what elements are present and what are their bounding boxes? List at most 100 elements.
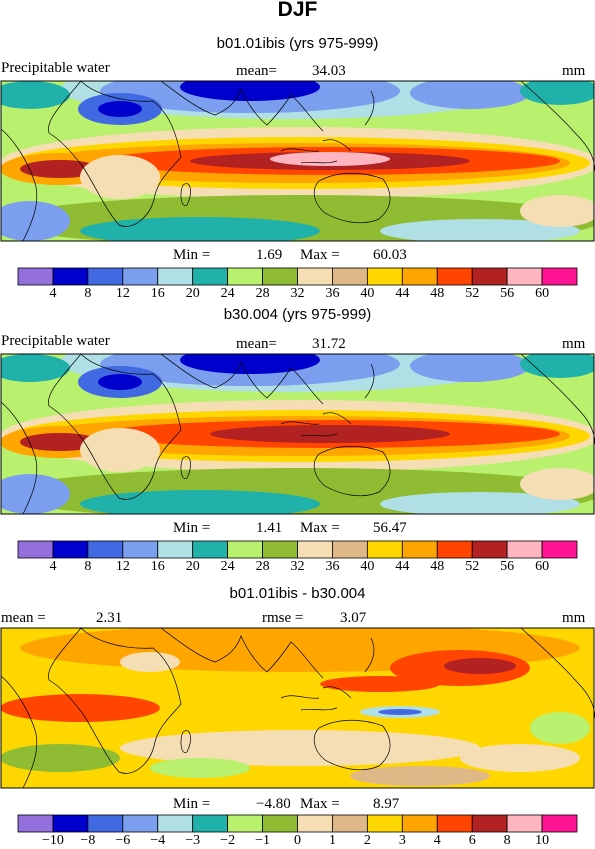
colorbar-bin	[471, 814, 508, 833]
colorbar-bin	[541, 814, 578, 833]
colorbar-bin	[17, 267, 54, 286]
panel1-mean-label: mean=	[236, 63, 277, 79]
colorbar-bin	[192, 814, 229, 833]
colorbar-bin	[332, 540, 368, 559]
panel1-min-value: 1.69	[256, 247, 283, 263]
colorbar-tick-label: 56	[500, 559, 515, 574]
colorbar-tick-label: 44	[395, 286, 410, 301]
contour-region	[20, 433, 100, 451]
panel2-min-label: Min =	[173, 520, 211, 536]
contour-region	[120, 730, 480, 766]
contour-region	[180, 81, 320, 101]
panel1-units: mm	[562, 63, 586, 79]
colorbar-tick-label: −10	[41, 833, 64, 848]
colorbar-bin	[52, 814, 89, 833]
panel2-colorbar	[17, 540, 578, 559]
colorbar-bin	[297, 267, 333, 286]
colorbar-tick-label: 52	[465, 559, 480, 574]
contour-region	[1, 354, 70, 382]
colorbar-tick-label: 3	[398, 833, 406, 848]
contour-region	[270, 152, 390, 166]
colorbar-bin	[227, 540, 263, 559]
colorbar-tick-label: 44	[395, 559, 410, 574]
contour-region	[1, 474, 70, 514]
colorbar-bin	[436, 540, 473, 559]
colorbar-tick-label: 12	[115, 559, 130, 574]
colorbar-tick-label: 16	[150, 286, 165, 301]
colorbar-tick-label: 32	[290, 559, 305, 574]
colorbar-bin	[157, 267, 194, 286]
colorbar-bin	[262, 267, 298, 286]
colorbar-bin	[436, 267, 473, 286]
colorbar-tick-label: 1	[328, 833, 336, 848]
panel3-frame	[0, 627, 595, 789]
colorbar-tick-label: −4	[150, 833, 166, 848]
colorbar-tick-label: 2	[363, 833, 371, 848]
colorbar-tick-label: 10	[535, 833, 550, 848]
colorbar-tick-label: 24	[220, 559, 235, 574]
contour-region	[180, 354, 320, 374]
colorbar-bin	[506, 814, 543, 833]
colorbar-tick-label: 8	[84, 559, 92, 574]
panel1-max-label: Max =	[300, 247, 340, 263]
colorbar-bin	[262, 540, 298, 559]
colorbar-tick-label: 40	[360, 286, 375, 301]
panel2-units: mm	[562, 336, 586, 352]
panel1-title: b01.01ibis (yrs 975-999)	[216, 35, 379, 52]
contour-region	[80, 428, 160, 472]
panel2-mean-label: mean=	[236, 336, 277, 352]
figure-title: DJF	[277, 0, 318, 21]
colorbar-bin	[541, 540, 578, 559]
panel2-map	[1, 354, 594, 514]
colorbar-bin	[401, 267, 438, 286]
colorbar-bin	[297, 540, 333, 559]
contour-region	[1, 81, 70, 109]
contour-region	[80, 217, 320, 241]
colorbar-tick-label: −3	[185, 833, 201, 848]
panel3-title: b01.01ibis - b30.004	[229, 585, 366, 602]
contour-region	[444, 658, 516, 674]
colorbar-bin	[471, 540, 508, 559]
panel3-rmse-label: rmse =	[262, 610, 304, 626]
contour-region	[98, 101, 142, 117]
contour-region	[120, 652, 180, 672]
colorbar-bin	[87, 540, 124, 559]
colorbar-bin	[122, 267, 159, 286]
panel3-mean-value: 2.31	[96, 610, 123, 626]
contour-region	[410, 81, 530, 109]
panel2-max-label: Max =	[300, 520, 340, 536]
colorbar-tick-label: 4	[49, 286, 57, 301]
colorbar-bin	[436, 814, 473, 833]
colorbar-bin	[332, 267, 368, 286]
colorbar-bin	[87, 814, 124, 833]
colorbar-bin	[227, 267, 263, 286]
colorbar-tick-label: 36	[325, 286, 340, 301]
colorbar-bin	[17, 814, 54, 833]
colorbar-tick-label: 60	[535, 559, 550, 574]
contour-region	[20, 160, 100, 178]
contour-region	[520, 354, 594, 378]
panel1-map	[1, 81, 594, 241]
contour-region	[80, 490, 320, 514]
colorbar-bin	[541, 267, 578, 286]
panel3-units: mm	[562, 610, 586, 626]
panel3-min-value: −4.80	[256, 796, 291, 812]
colorbar-tick-label: 48	[430, 286, 445, 301]
colorbar-tick-label: 0	[294, 833, 301, 848]
contour-region	[350, 766, 490, 786]
contour-region	[380, 492, 580, 514]
colorbar-tick-label: 40	[360, 559, 375, 574]
contour-region	[320, 676, 440, 692]
colorbar-tick-label: 48	[430, 559, 445, 574]
colorbar-tick-label: 8	[84, 286, 92, 301]
panel2-title: b30.004 (yrs 975-999)	[223, 306, 372, 323]
colorbar-tick-label: 28	[255, 286, 270, 301]
colorbar-tick-label: 4	[49, 559, 57, 574]
colorbar-bin	[227, 814, 263, 833]
contour-region	[530, 712, 590, 744]
contour-region	[410, 354, 530, 382]
colorbar-bin	[157, 540, 194, 559]
panel3-rmse-value: 3.07	[340, 610, 367, 626]
contour-region	[380, 219, 580, 241]
colorbar-tick-label: 4	[433, 833, 441, 848]
